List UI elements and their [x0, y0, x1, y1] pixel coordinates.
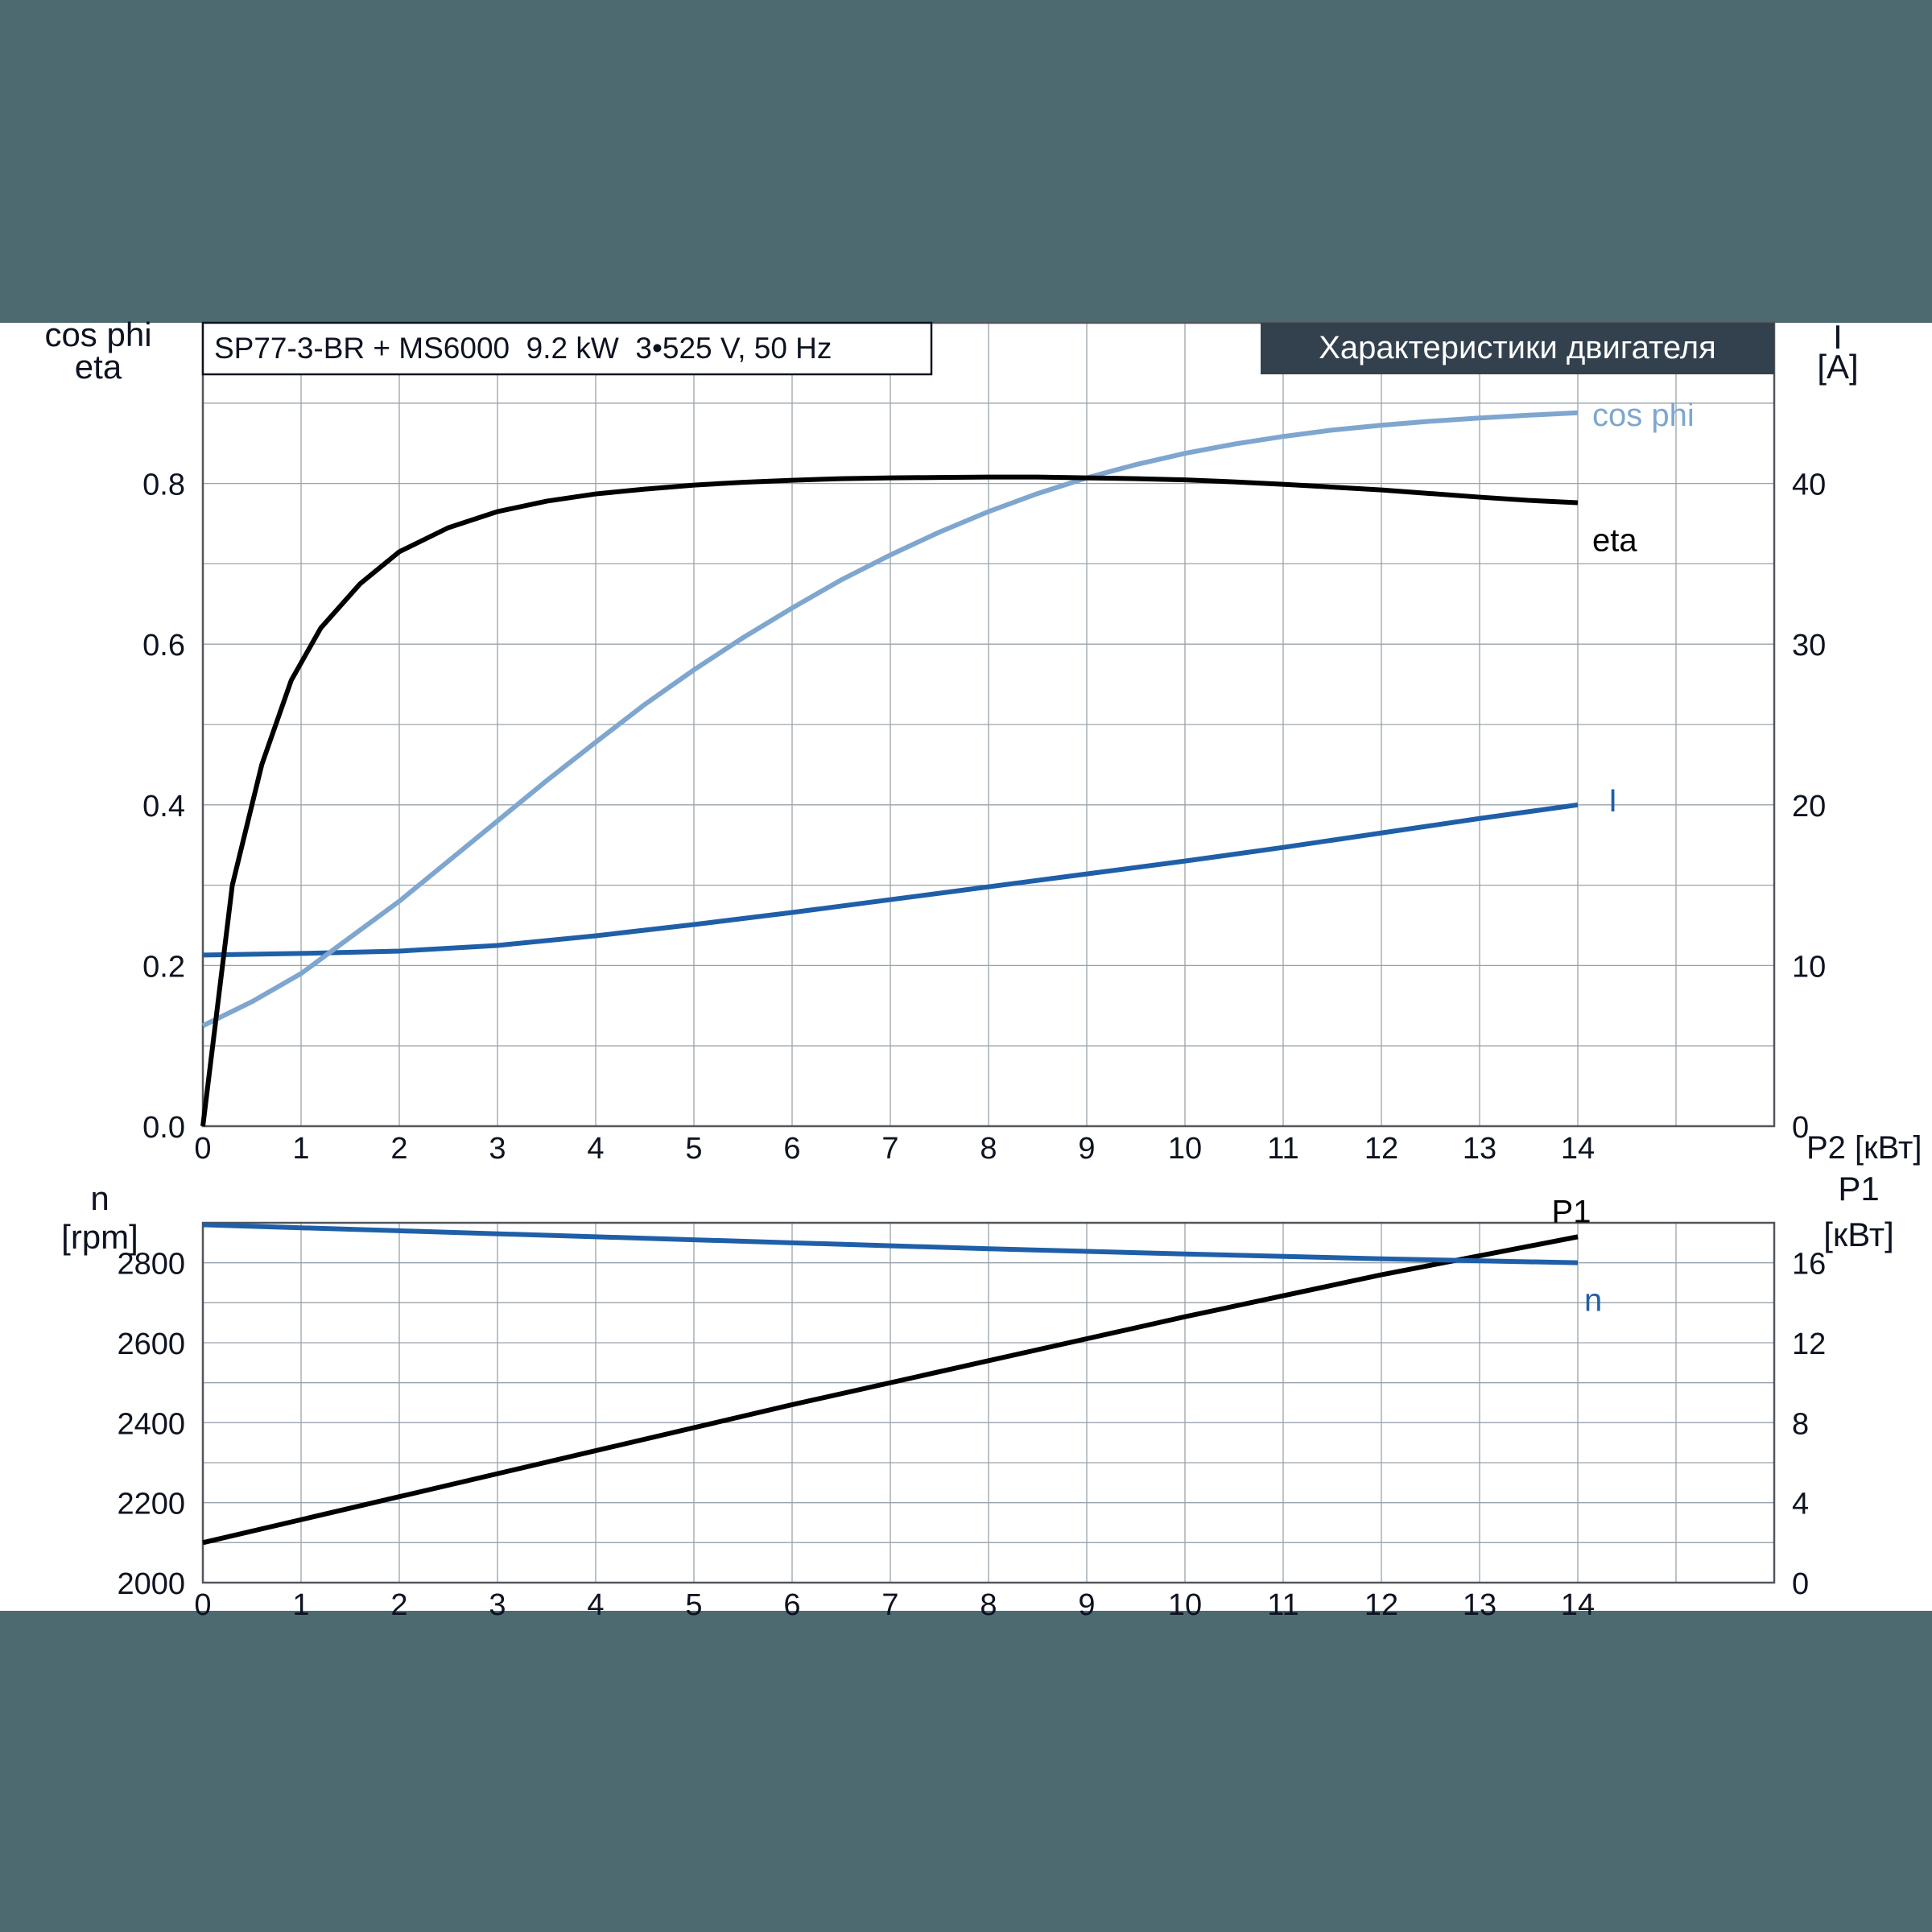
svg-text:eta: eta — [1592, 523, 1637, 559]
svg-text:30: 30 — [1792, 629, 1826, 663]
svg-text:0: 0 — [194, 1132, 211, 1166]
svg-text:2200: 2200 — [117, 1488, 185, 1521]
svg-text:2000: 2000 — [117, 1567, 185, 1601]
svg-text:3: 3 — [489, 1132, 506, 1166]
svg-text:12: 12 — [1364, 1588, 1398, 1622]
svg-text:14: 14 — [1561, 1132, 1595, 1166]
svg-text:13: 13 — [1463, 1132, 1496, 1166]
svg-text:eta: eta — [75, 348, 122, 386]
svg-text:[A]: [A] — [1817, 348, 1858, 386]
svg-text:11: 11 — [1267, 1588, 1298, 1622]
svg-text:[rpm]: [rpm] — [61, 1218, 138, 1256]
svg-text:1: 1 — [292, 1588, 309, 1622]
svg-text:0.2: 0.2 — [142, 950, 185, 984]
svg-text:6: 6 — [783, 1588, 800, 1622]
svg-text:12: 12 — [1792, 1327, 1826, 1361]
svg-text:1: 1 — [292, 1132, 309, 1166]
svg-text:8: 8 — [1792, 1407, 1809, 1441]
svg-text:[кВт]: [кВт] — [1823, 1216, 1894, 1253]
svg-text:0.8: 0.8 — [142, 469, 185, 502]
svg-text:12: 12 — [1364, 1132, 1398, 1166]
svg-text:2: 2 — [390, 1588, 407, 1622]
svg-text:0: 0 — [1792, 1567, 1809, 1601]
svg-text:0: 0 — [194, 1588, 211, 1622]
svg-text:P1: P1 — [1838, 1170, 1879, 1208]
svg-text:4: 4 — [587, 1132, 604, 1166]
svg-text:9: 9 — [1078, 1132, 1095, 1166]
svg-text:4: 4 — [1792, 1488, 1809, 1521]
svg-text:13: 13 — [1463, 1588, 1496, 1622]
svg-text:0.4: 0.4 — [142, 790, 185, 824]
svg-text:4: 4 — [587, 1588, 604, 1622]
svg-text:2: 2 — [390, 1132, 407, 1166]
svg-text:2600: 2600 — [117, 1327, 185, 1361]
svg-text:Характеристики двигателя: Характеристики двигателя — [1319, 330, 1716, 365]
svg-text:10: 10 — [1792, 950, 1826, 984]
svg-text:SP77-3-BR + MS6000 9.2 kW 3•: SP77-3-BR + MS6000 9.2 kW 3•525 V, 50 Hz — [214, 332, 832, 365]
svg-text:8: 8 — [980, 1588, 997, 1622]
svg-text:10: 10 — [1168, 1132, 1202, 1166]
svg-text:10: 10 — [1168, 1588, 1202, 1622]
svg-text:9: 9 — [1078, 1588, 1095, 1622]
svg-text:0.6: 0.6 — [142, 629, 185, 663]
svg-text:14: 14 — [1561, 1588, 1595, 1622]
svg-text:11: 11 — [1267, 1132, 1298, 1166]
svg-text:3: 3 — [489, 1588, 506, 1622]
svg-text:n: n — [1584, 1283, 1602, 1319]
svg-text:2400: 2400 — [117, 1407, 185, 1441]
svg-text:7: 7 — [881, 1132, 898, 1166]
svg-text:n: n — [90, 1179, 109, 1217]
svg-text:6: 6 — [783, 1132, 800, 1166]
svg-text:0.0: 0.0 — [142, 1111, 185, 1145]
svg-text:20: 20 — [1792, 790, 1826, 824]
svg-text:8: 8 — [980, 1132, 997, 1166]
svg-text:P1: P1 — [1552, 1194, 1591, 1229]
svg-text:5: 5 — [685, 1588, 702, 1622]
svg-text:16: 16 — [1792, 1248, 1826, 1282]
svg-text:5: 5 — [685, 1132, 702, 1166]
svg-text:7: 7 — [881, 1588, 898, 1622]
svg-text:P2 [кВт]: P2 [кВт] — [1806, 1130, 1922, 1166]
svg-text:cos phi: cos phi — [1592, 398, 1695, 433]
svg-text:40: 40 — [1792, 469, 1826, 502]
svg-text:I: I — [1608, 783, 1617, 819]
